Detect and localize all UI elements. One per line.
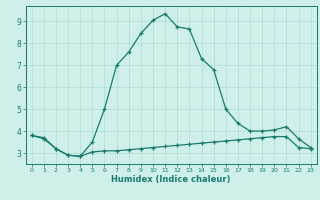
X-axis label: Humidex (Indice chaleur): Humidex (Indice chaleur) bbox=[111, 175, 231, 184]
